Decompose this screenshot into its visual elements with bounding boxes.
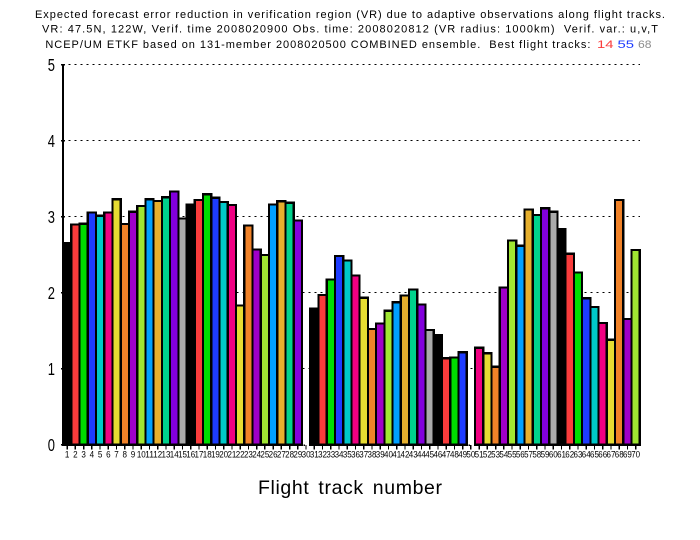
svg-text:41: 41 <box>392 450 401 460</box>
svg-text:38: 38 <box>368 450 377 460</box>
svg-text:37: 37 <box>359 450 368 460</box>
svg-text:36: 36 <box>351 450 360 460</box>
svg-text:1: 1 <box>48 359 55 379</box>
svg-text:Expected forecast error reduct: Expected forecast error reduction in ver… <box>35 9 665 21</box>
svg-text:43: 43 <box>409 450 418 460</box>
svg-text:69: 69 <box>623 450 632 460</box>
svg-text:58: 58 <box>532 450 541 460</box>
svg-text:14: 14 <box>170 450 179 460</box>
svg-text:35: 35 <box>343 450 352 460</box>
svg-text:20: 20 <box>219 450 228 460</box>
svg-text:17: 17 <box>195 450 204 460</box>
svg-text:30: 30 <box>302 450 311 460</box>
svg-text:5: 5 <box>48 55 55 75</box>
svg-text:66: 66 <box>598 450 607 460</box>
svg-text:28: 28 <box>285 450 294 460</box>
svg-text:Flight track number: Flight track number <box>258 477 443 499</box>
svg-text:1: 1 <box>65 450 70 460</box>
svg-text:55: 55 <box>618 39 635 51</box>
svg-text:56: 56 <box>516 450 525 460</box>
svg-text:15: 15 <box>178 450 187 460</box>
svg-text:25: 25 <box>260 450 269 460</box>
svg-text:32: 32 <box>318 450 327 460</box>
svg-text:70: 70 <box>631 450 640 460</box>
svg-text:60: 60 <box>549 450 558 460</box>
svg-text:12: 12 <box>153 450 162 460</box>
svg-text:34: 34 <box>335 450 344 460</box>
svg-text:54: 54 <box>499 450 508 460</box>
svg-text:4: 4 <box>48 131 55 151</box>
svg-text:16: 16 <box>186 450 195 460</box>
svg-text:22: 22 <box>236 450 245 460</box>
svg-text:53: 53 <box>491 450 500 460</box>
svg-text:5: 5 <box>98 450 103 460</box>
svg-text:21: 21 <box>227 450 236 460</box>
svg-text:18: 18 <box>203 450 212 460</box>
svg-text:67: 67 <box>607 450 616 460</box>
svg-text:40: 40 <box>384 450 393 460</box>
svg-text:46: 46 <box>433 450 442 460</box>
svg-text:51: 51 <box>475 450 484 460</box>
svg-text:33: 33 <box>326 450 335 460</box>
svg-text:63: 63 <box>574 450 583 460</box>
svg-text:NCEP/UM ETKF based on 131-memb: NCEP/UM ETKF based on 131-member 2008020… <box>45 39 590 51</box>
svg-text:62: 62 <box>565 450 574 460</box>
svg-text:26: 26 <box>269 450 278 460</box>
svg-text:23: 23 <box>244 450 253 460</box>
svg-text:2: 2 <box>48 283 55 303</box>
svg-text:47: 47 <box>442 450 451 460</box>
svg-text:14: 14 <box>597 39 614 51</box>
svg-text:10: 10 <box>137 450 146 460</box>
svg-text:59: 59 <box>541 450 550 460</box>
svg-text:7: 7 <box>114 450 119 460</box>
svg-text:3: 3 <box>48 207 55 227</box>
svg-text:11: 11 <box>145 450 154 460</box>
svg-text:3: 3 <box>81 450 86 460</box>
svg-text:27: 27 <box>277 450 286 460</box>
svg-text:45: 45 <box>425 450 434 460</box>
svg-text:39: 39 <box>376 450 385 460</box>
svg-text:68: 68 <box>638 39 652 51</box>
svg-text:29: 29 <box>293 450 302 460</box>
svg-text:0: 0 <box>48 435 55 455</box>
svg-text:57: 57 <box>524 450 533 460</box>
svg-text:13: 13 <box>162 450 171 460</box>
svg-text:2: 2 <box>73 450 78 460</box>
svg-text:44: 44 <box>417 450 426 460</box>
svg-text:6: 6 <box>106 450 111 460</box>
svg-text:48: 48 <box>450 450 459 460</box>
svg-text:VR: 47.5N, 122W, Verif. time 2: VR: 47.5N, 122W, Verif. time 2008020900 … <box>42 24 658 36</box>
svg-text:49: 49 <box>458 450 467 460</box>
svg-text:64: 64 <box>582 450 591 460</box>
svg-text:8: 8 <box>123 450 128 460</box>
svg-text:24: 24 <box>252 450 261 460</box>
svg-text:19: 19 <box>211 450 220 460</box>
svg-text:55: 55 <box>508 450 517 460</box>
svg-text:42: 42 <box>401 450 410 460</box>
svg-text:31: 31 <box>310 450 319 460</box>
svg-text:68: 68 <box>615 450 624 460</box>
svg-text:52: 52 <box>483 450 492 460</box>
svg-text:4: 4 <box>90 450 95 460</box>
svg-text:61: 61 <box>557 450 566 460</box>
svg-text:9: 9 <box>131 450 136 460</box>
svg-text:65: 65 <box>590 450 599 460</box>
svg-text:50: 50 <box>466 450 475 460</box>
